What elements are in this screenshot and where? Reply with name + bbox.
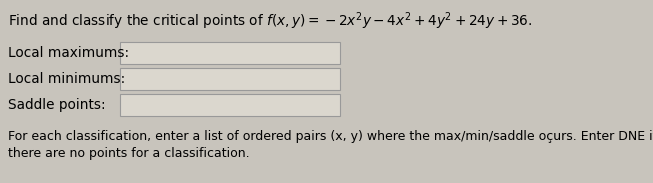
- Text: Find and classify the critical points of $f(x, y) = -2x^2y - 4x^2 + 4y^2 + 24y +: Find and classify the critical points of…: [8, 10, 532, 32]
- Text: For each classification, enter a list of ordered pairs (x, y) where the max/min/: For each classification, enter a list of…: [8, 130, 653, 160]
- Text: Local minimums:: Local minimums:: [8, 72, 125, 86]
- FancyBboxPatch shape: [120, 94, 340, 116]
- Text: Saddle points:: Saddle points:: [8, 98, 106, 112]
- FancyBboxPatch shape: [120, 68, 340, 90]
- FancyBboxPatch shape: [120, 42, 340, 64]
- Text: Local maximums:: Local maximums:: [8, 46, 129, 60]
